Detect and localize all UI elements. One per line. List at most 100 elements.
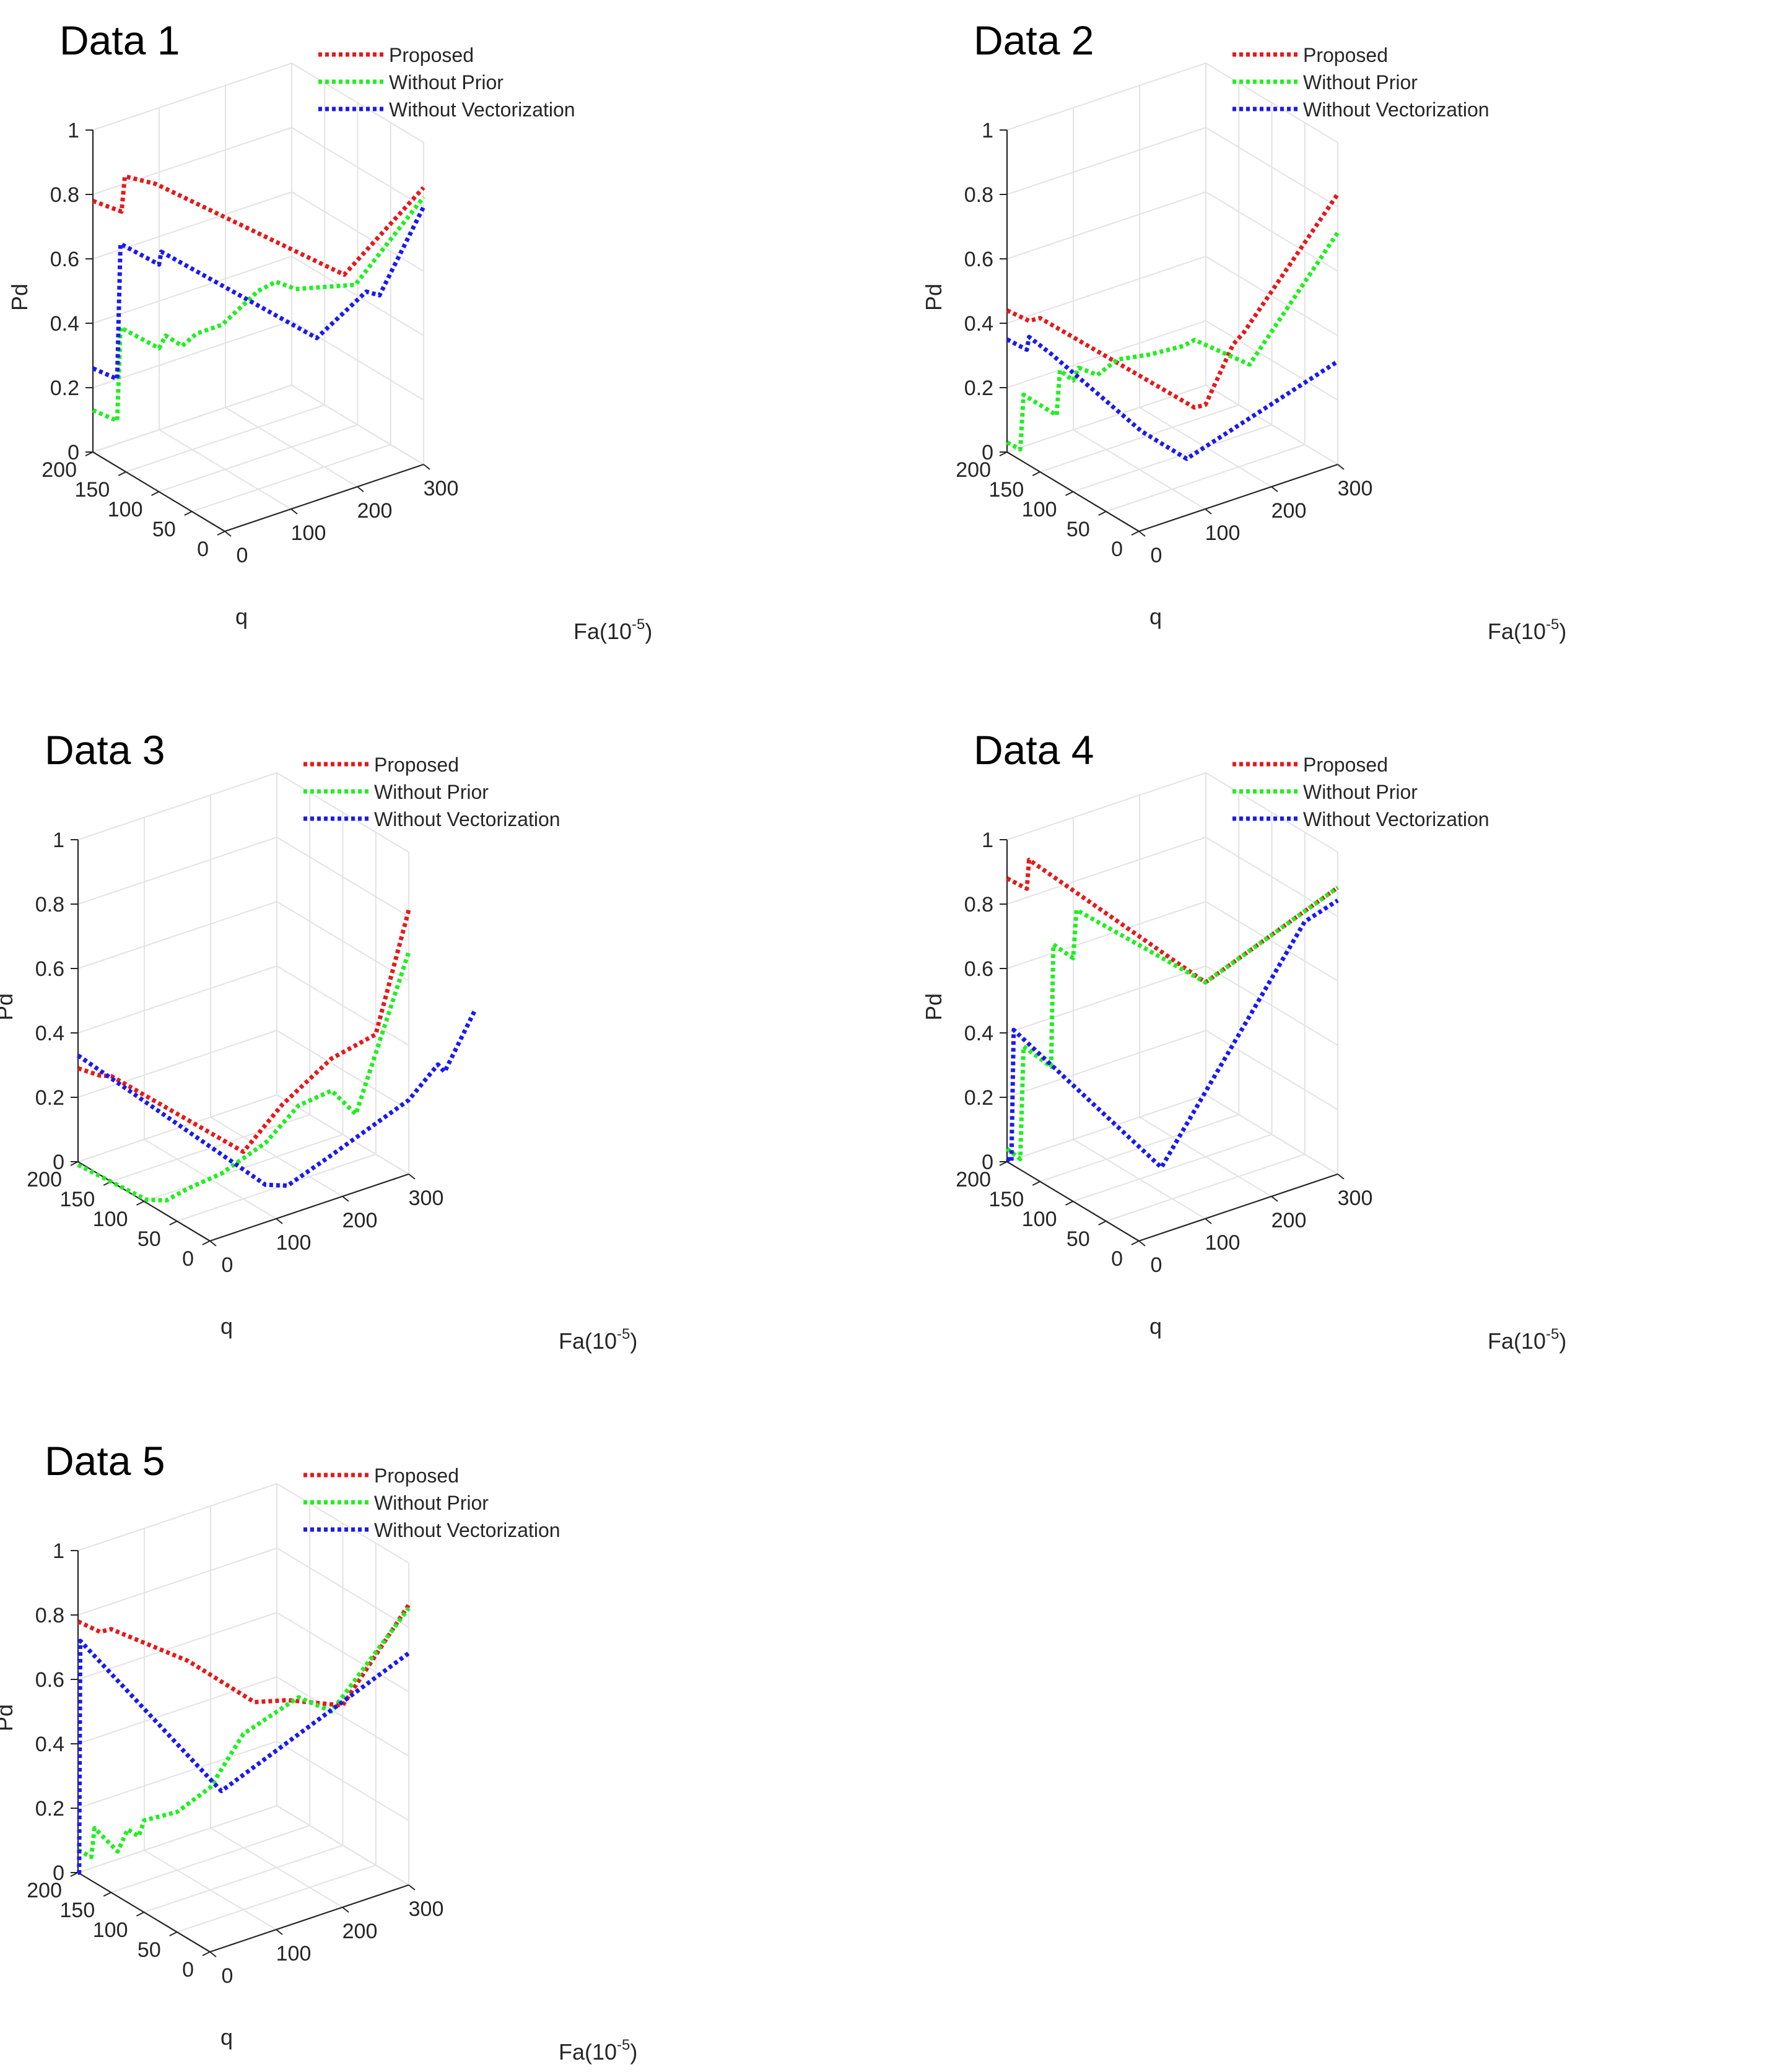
- chart-title: Data 1: [59, 17, 180, 63]
- legend-label: Without Vectorization: [389, 98, 575, 121]
- grid-line: [77, 836, 409, 917]
- z-tick-label: 0.4: [50, 312, 79, 336]
- chart-1: 00.20.40.60.810501001502000100200300PdqF…: [7, 17, 652, 644]
- z-tick-label: 0.4: [964, 312, 993, 336]
- fa-axis-label-base: Fa(10: [1488, 619, 1546, 644]
- q-tick: [1131, 531, 1140, 536]
- q-tick-label: 150: [60, 1899, 95, 1922]
- legend: Proposed Without Prior Without Vectorizati…: [303, 754, 560, 830]
- z-tick-label: 0.8: [35, 893, 64, 916]
- fa-tick: [1271, 486, 1278, 492]
- q-tick: [184, 511, 193, 516]
- series-line-without-vectorization: [92, 206, 426, 381]
- q-tick-label: 100: [1022, 1208, 1057, 1231]
- grid-line: [1006, 900, 1338, 982]
- fa-axis-label-exponent: -5: [617, 1326, 630, 1343]
- grid-line: [1006, 965, 1338, 1046]
- chart-3: 00.20.40.60.810501001502000100200300PdqF…: [0, 727, 637, 1354]
- z-tick-label: 0.2: [50, 377, 79, 400]
- z-tick-label: 0.6: [35, 1668, 64, 1692]
- z-tick-label: 0.6: [964, 248, 993, 271]
- series-line-without-vectorization: [1005, 899, 1339, 1170]
- grid-line: [110, 1825, 310, 1893]
- q-tick: [1032, 471, 1040, 476]
- q-axis-label: q: [1149, 604, 1162, 629]
- z-tick-label: 0: [68, 441, 79, 464]
- legend-label: Without Prior: [374, 1492, 489, 1514]
- z-tick-label: 0.2: [35, 1797, 64, 1821]
- grid: [77, 772, 409, 1242]
- series-line-without-prior: [77, 951, 411, 1203]
- fa-axis-label: Fa(10-5): [573, 616, 652, 644]
- grid-line: [92, 320, 424, 401]
- fa-tick-label: 100: [1205, 521, 1241, 545]
- grid-line: [191, 444, 391, 512]
- chart-5: 00.20.40.60.810501001502000100200300PdqF…: [0, 1438, 637, 2065]
- q-tick-label: 150: [75, 478, 110, 502]
- fa-axis-label-close: ): [1559, 619, 1566, 644]
- fa-axis-label-base: Fa(10: [559, 2039, 617, 2065]
- series-line-without-prior: [92, 196, 425, 423]
- grid-line: [77, 900, 409, 982]
- legend-label: Without Vectorization: [374, 1519, 560, 1541]
- q-tick: [1032, 1181, 1040, 1186]
- q-tick-label: 0: [1111, 1247, 1123, 1271]
- fa-axis: [1138, 1173, 1338, 1242]
- fa-axis-label-close: ): [645, 619, 652, 644]
- q-tick-label: 50: [137, 1227, 161, 1251]
- legend-label: Without Vectorization: [1303, 98, 1489, 121]
- grid-line: [1006, 772, 1338, 853]
- fa-tick-label: 200: [357, 499, 393, 523]
- legend-label: Proposed: [374, 1465, 459, 1487]
- fa-tick-label: 100: [276, 1231, 312, 1255]
- z-tick-label: 1: [982, 829, 993, 852]
- grid-line: [77, 1482, 409, 1564]
- fa-axis-label: Fa(10-5): [1488, 616, 1566, 644]
- chart-title: Data 4: [974, 727, 1094, 773]
- grid-line: [1039, 404, 1239, 472]
- legend-label: Without Vectorization: [1303, 808, 1489, 830]
- grid-line: [77, 1740, 409, 1821]
- chart-2: 00.20.40.60.810501001502000100200300PdqF…: [921, 17, 1566, 644]
- q-axis-label: q: [220, 1313, 233, 1339]
- grid-line: [1006, 126, 1338, 207]
- fa-tick-label: 0: [1151, 1253, 1162, 1277]
- grid-line: [92, 384, 424, 465]
- grid-line: [144, 1845, 343, 1913]
- fa-tick-label: 100: [291, 521, 326, 545]
- fa-tick: [1271, 1196, 1278, 1202]
- fa-tick: [224, 531, 232, 537]
- fa-tick-label: 300: [1338, 1186, 1373, 1210]
- z-tick-label: 0.6: [50, 248, 79, 271]
- grid-line: [1006, 255, 1338, 336]
- z-tick-label: 0: [982, 1151, 993, 1174]
- series-line-without-prior: [1006, 231, 1340, 452]
- series-line-without-vectorization: [77, 1009, 478, 1188]
- fa-tick: [357, 486, 364, 492]
- fa-axis-label-exponent: -5: [1546, 1326, 1559, 1343]
- fa-tick-label: 300: [1338, 477, 1373, 500]
- fa-axis: [224, 463, 424, 533]
- fa-tick: [408, 1173, 416, 1180]
- q-tick-label: 0: [1111, 538, 1123, 561]
- q-tick-label: 150: [989, 1188, 1024, 1211]
- fa-tick: [342, 1907, 349, 1913]
- grid-line: [177, 1154, 377, 1222]
- q-tick: [70, 1872, 79, 1877]
- q-tick-label: 100: [93, 1918, 128, 1942]
- legend-label: Without Prior: [389, 71, 504, 94]
- axes: [1006, 130, 1338, 533]
- q-tick: [999, 1161, 1008, 1166]
- axes: [92, 130, 424, 533]
- q-tick-label: 0: [182, 1247, 194, 1271]
- z-tick-label: 1: [982, 119, 993, 142]
- legend-label: Proposed: [389, 44, 474, 66]
- fa-tick-label: 100: [1205, 1231, 1241, 1255]
- fa-axis: [209, 1173, 409, 1242]
- fa-tick-label: 0: [222, 1253, 233, 1277]
- series-line-without-prior: [77, 1606, 411, 1860]
- q-tick: [169, 1931, 178, 1936]
- legend-label: Without Prior: [1303, 71, 1418, 94]
- z-axis-label: Pd: [921, 284, 946, 311]
